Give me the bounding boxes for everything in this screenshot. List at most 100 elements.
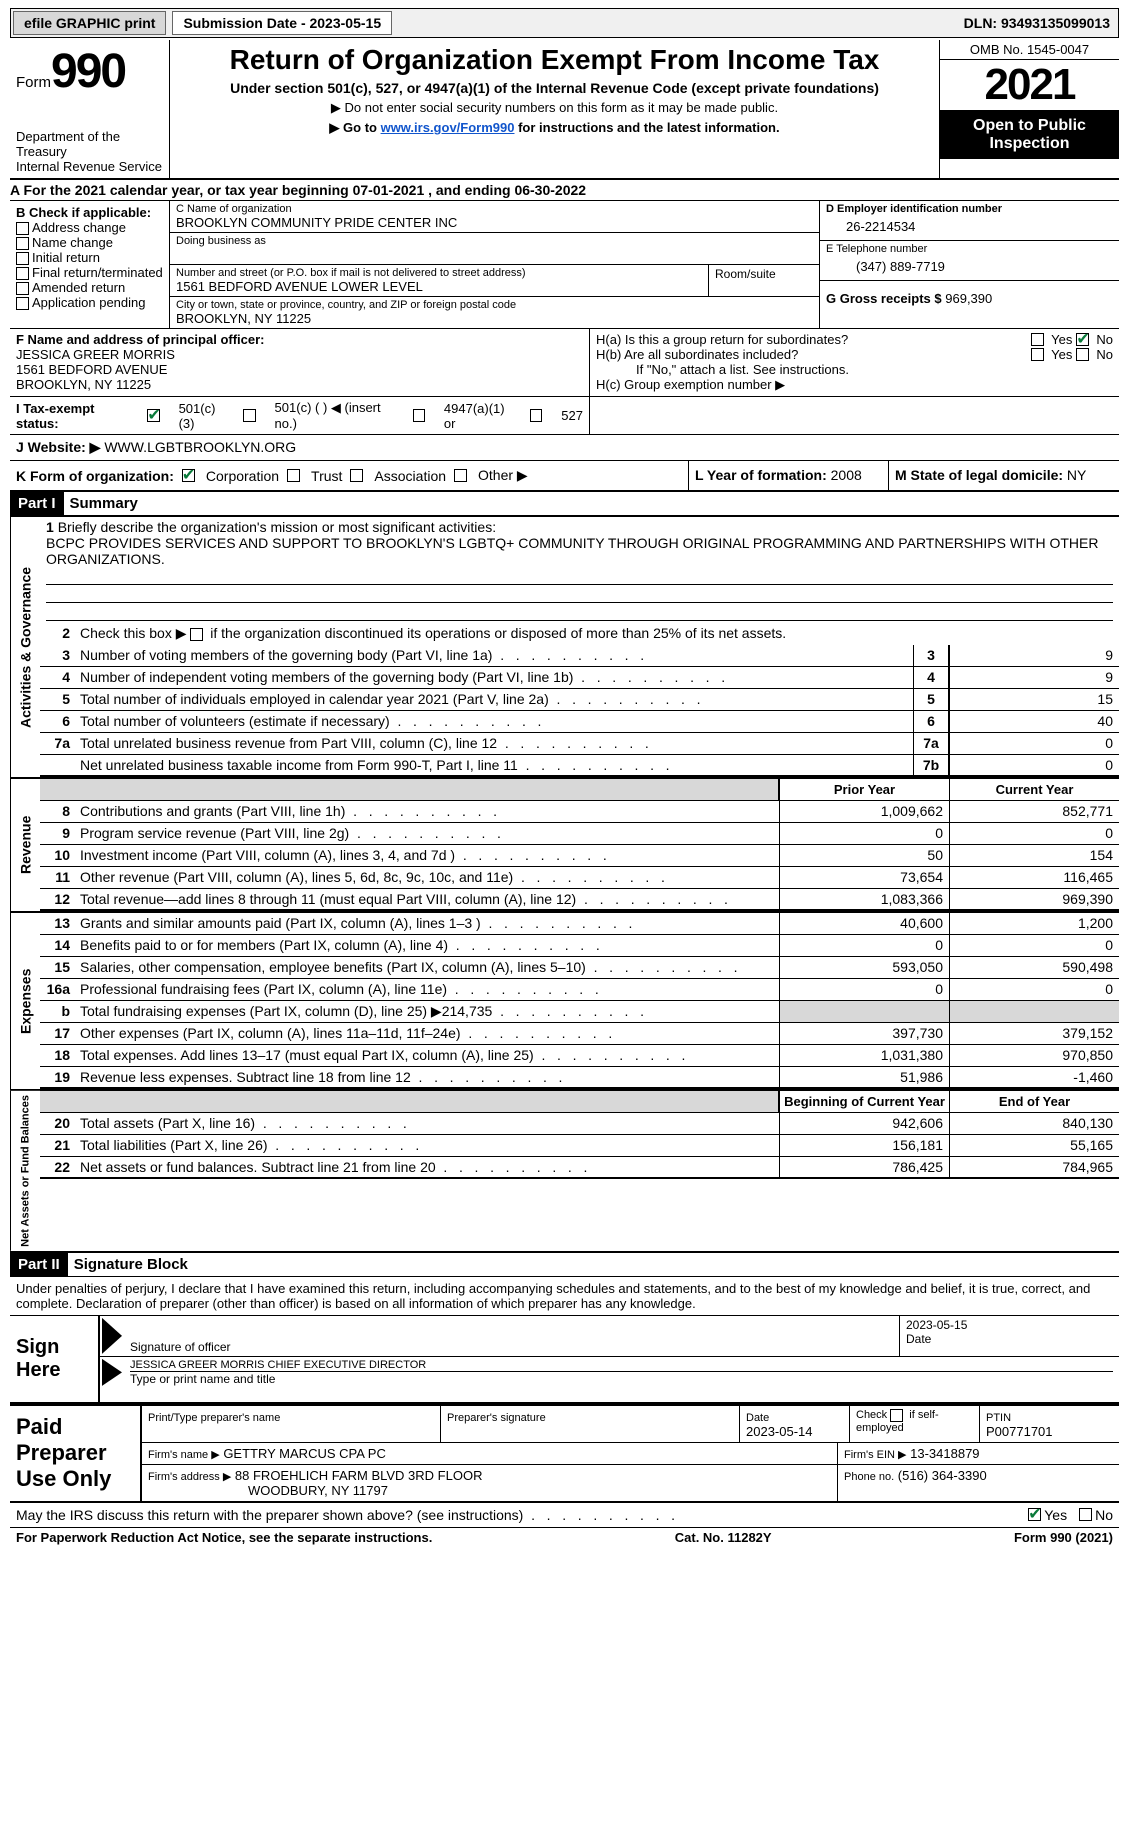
firm-addr-lbl: Firm's address ▶ [148, 1471, 231, 1483]
form-word: Form [16, 74, 51, 91]
chk-4947[interactable] [413, 409, 425, 422]
section-k: K Form of organization: Corporation Trus… [10, 461, 689, 490]
phone-value: (347) 889-7719 [826, 255, 1113, 278]
street-lbl: Number and street (or P.O. box if mail i… [176, 267, 702, 279]
chk-corp[interactable] [182, 469, 195, 482]
section-h: H(a) Is this a group return for subordin… [590, 329, 1119, 396]
row-num: 5 [40, 689, 76, 710]
section-b-label: B Check if applicable: [16, 205, 163, 220]
sig-name-cell: JESSICA GREER MORRIS CHIEF EXECUTIVE DIR… [124, 1357, 1119, 1388]
hb-lbl: H(b) Are all subordinates included? [596, 347, 1027, 362]
sig-officer-lbl: Signature of officer [130, 1340, 893, 1354]
mission-line3 [46, 603, 1113, 621]
sig-date-value: 2023-05-15 [906, 1318, 1113, 1332]
row-desc: Salaries, other compensation, employee b… [76, 957, 779, 978]
row-desc: Revenue less expenses. Subtract line 18 … [76, 1067, 779, 1087]
row-num: 21 [40, 1135, 76, 1156]
row-num: 6 [40, 711, 76, 732]
curr-val: 154 [949, 845, 1119, 866]
chk-527[interactable] [530, 409, 542, 422]
efile-print-button[interactable]: efile GRAPHIC print [13, 11, 166, 35]
chk-name-change[interactable] [16, 237, 29, 250]
curr-val: 0 [949, 979, 1119, 1000]
mission-block: 1 Briefly describe the organization's mi… [40, 517, 1119, 623]
part2-title: Signature Block [68, 1253, 194, 1276]
k-lbl: K Form of organization: [16, 468, 174, 484]
paid-preparer-block: Paid Preparer Use Only Print/Type prepar… [10, 1404, 1119, 1503]
table-row: 16a Professional fundraising fees (Part … [40, 979, 1119, 1001]
prior-val: 50 [779, 845, 949, 866]
hc-lbl: H(c) Group exemption number ▶ [596, 377, 1113, 393]
netassets-body: Beginning of Current Year End of Year 20… [40, 1091, 1119, 1251]
dept-treasury: Department of the Treasury [16, 129, 163, 159]
revenue-headers: Prior Year Current Year [40, 779, 1119, 801]
chk-self-employed[interactable] [890, 1409, 903, 1422]
ha-lbl: H(a) Is this a group return for subordin… [596, 332, 1027, 347]
firm-ein-lbl: Firm's EIN ▶ [844, 1449, 907, 1461]
firm-addr2: WOODBURY, NY 11797 [148, 1483, 388, 1498]
row-box: 3 [913, 645, 949, 666]
chk-hb-yes[interactable] [1031, 348, 1044, 361]
row-j: J Website: ▶ WWW.LGBTBROOKLYN.ORG [10, 435, 1119, 461]
chk-discuss-yes[interactable] [1028, 1508, 1041, 1521]
ein-value: 26-2214534 [826, 215, 1113, 238]
row-num: 19 [40, 1067, 76, 1087]
chk-hb-no[interactable] [1076, 348, 1089, 361]
row-desc: Net unrelated business taxable income fr… [76, 755, 913, 775]
cat-no: Cat. No. 11282Y [675, 1530, 772, 1545]
chk-ha-yes[interactable] [1031, 333, 1044, 346]
irs-link[interactable]: www.irs.gov/Form990 [381, 120, 515, 135]
table-row: 10 Investment income (Part VIII, column … [40, 845, 1119, 867]
gov-row: Net unrelated business taxable income fr… [40, 755, 1119, 777]
opt-amended-return: Amended return [32, 280, 125, 295]
chk-discuss-no[interactable] [1079, 1508, 1092, 1521]
chk-ha-no[interactable] [1076, 333, 1089, 346]
row-i-hc: I Tax-exempt status: 501(c)(3) 501(c) ( … [10, 397, 1119, 435]
row-num: 17 [40, 1023, 76, 1044]
chk-app-pending[interactable] [16, 297, 29, 310]
ha-no: No [1096, 332, 1113, 347]
officer-name: JESSICA GREER MORRIS [16, 347, 583, 362]
chk-address-change[interactable] [16, 222, 29, 235]
prior-val: 73,654 [779, 867, 949, 888]
prior-val: 593,050 [779, 957, 949, 978]
chk-501c3[interactable] [147, 409, 159, 422]
chk-assoc[interactable] [350, 469, 363, 482]
revenue-body: Prior Year Current Year 8 Contributions … [40, 779, 1119, 911]
section-i: I Tax-exempt status: 501(c)(3) 501(c) ( … [10, 397, 590, 434]
table-row: 8 Contributions and grants (Part VIII, l… [40, 801, 1119, 823]
side-revenue: Revenue [10, 779, 40, 911]
curr-val: 590,498 [949, 957, 1119, 978]
paid-row1: Print/Type preparer's name Preparer's si… [140, 1406, 1119, 1443]
chk-final-return[interactable] [16, 267, 29, 280]
top-toolbar: efile GRAPHIC print Submission Date - 20… [10, 8, 1119, 38]
mission-line1 [46, 567, 1113, 585]
row-desc: Total number of individuals employed in … [76, 689, 913, 710]
row-box: 4 [913, 667, 949, 688]
gross-value: 969,390 [945, 291, 992, 306]
table-row: 19 Revenue less expenses. Subtract line … [40, 1067, 1119, 1089]
hb-no: No [1096, 347, 1113, 362]
gross-lbl: G Gross receipts $ [826, 291, 942, 306]
chk-initial-return[interactable] [16, 252, 29, 265]
chk-other[interactable] [454, 469, 467, 482]
boy-hdr: Beginning of Current Year [779, 1091, 949, 1112]
row-box: 6 [913, 711, 949, 732]
chk-amended-return[interactable] [16, 282, 29, 295]
prep-date: 2023-05-14 [746, 1424, 813, 1439]
chk-trust[interactable] [287, 469, 300, 482]
firm-phone: (516) 364-3390 [898, 1468, 987, 1483]
row-num: 16a [40, 979, 76, 1000]
chk-discontinued[interactable] [190, 628, 203, 641]
table-row: 22 Net assets or fund balances. Subtract… [40, 1157, 1119, 1179]
row-num: 14 [40, 935, 76, 956]
hb-note: If "No," attach a list. See instructions… [596, 362, 1113, 377]
row-val: 15 [949, 689, 1119, 710]
prior-val: 156,181 [779, 1135, 949, 1156]
chk-501c[interactable] [243, 409, 255, 422]
row-desc: Professional fundraising fees (Part IX, … [76, 979, 779, 1000]
curr-val: 55,165 [949, 1135, 1119, 1156]
curr-val: 0 [949, 823, 1119, 844]
form-title: Return of Organization Exempt From Incom… [176, 44, 933, 76]
row-val: 0 [949, 755, 1119, 775]
